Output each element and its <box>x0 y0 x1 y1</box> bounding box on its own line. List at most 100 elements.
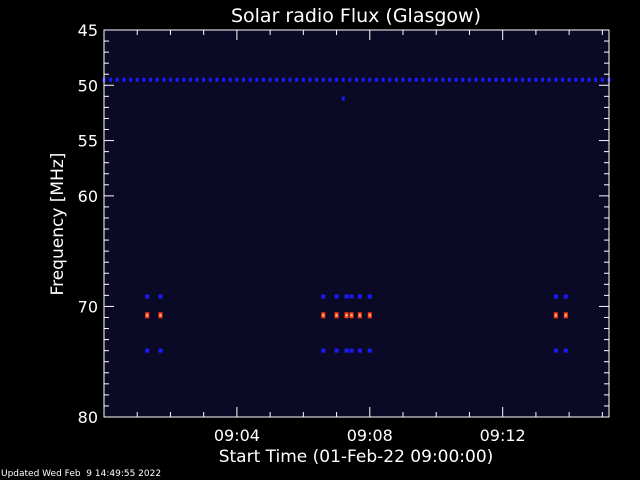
band-point <box>182 77 186 82</box>
band-point <box>534 77 538 82</box>
band-point <box>162 77 166 82</box>
band-point <box>600 77 604 82</box>
band-point <box>321 77 325 82</box>
band-point <box>454 77 458 82</box>
band-point <box>175 77 179 82</box>
burst-point-peak <box>358 314 361 317</box>
axis-ticks <box>104 29 609 418</box>
burst-point-peak <box>564 314 567 317</box>
band-point <box>494 77 498 82</box>
band-point <box>541 77 545 82</box>
band-point <box>408 77 412 82</box>
burst-point-peak <box>345 314 348 317</box>
band-point <box>461 77 465 82</box>
x-axis-label: Start Time (01-Feb-22 09:00:00) <box>219 447 494 467</box>
y-tick-label: 55 <box>78 132 98 151</box>
burst-point-low <box>349 294 354 299</box>
band-point <box>115 77 119 82</box>
y-axis-label: Frequency [MHz] <box>48 153 68 296</box>
band-point <box>142 77 146 82</box>
band-point <box>574 77 578 82</box>
y-tick-label: 70 <box>78 297 98 316</box>
band-point <box>281 77 285 82</box>
burst-point-low <box>158 348 163 353</box>
burst-point-low <box>349 348 354 353</box>
band-point <box>129 77 133 82</box>
band-point <box>208 77 212 82</box>
band-point <box>355 77 358 82</box>
band-point <box>554 77 558 82</box>
band-point <box>401 77 405 82</box>
updated-timestamp: Updated Wed Feb 9 14:49:55 2022 <box>1 469 162 479</box>
burst-point-low <box>321 348 326 353</box>
band-point <box>414 77 418 82</box>
band-point <box>501 77 505 82</box>
band-point <box>374 77 378 82</box>
band-point <box>248 77 252 82</box>
band-point <box>567 77 571 82</box>
band-point <box>109 77 113 82</box>
band-point <box>507 77 511 82</box>
burst-point-low <box>367 294 372 299</box>
burst-point-low <box>158 294 163 299</box>
burst-point-peak <box>322 314 325 317</box>
band-point <box>135 77 139 82</box>
burst-point-low <box>553 348 558 353</box>
chart-title: Solar radio Flux (Glasgow) <box>231 5 481 27</box>
band-point <box>428 77 432 82</box>
band-point <box>481 77 485 82</box>
band-point <box>328 77 332 82</box>
burst-point-low <box>553 294 558 299</box>
band-point <box>228 77 232 82</box>
burst-point-low <box>357 294 362 299</box>
band-point <box>242 77 246 82</box>
band-point <box>594 77 598 82</box>
band-point <box>527 77 531 82</box>
band-point <box>341 77 345 82</box>
band-point <box>521 77 525 82</box>
burst-point-peak <box>554 314 557 317</box>
burst-point-low <box>344 348 349 353</box>
y-tick-labels: 45 50 55 60 70 80 <box>78 21 98 427</box>
x-tick-label: 09:04 <box>214 426 260 445</box>
band-point <box>149 77 153 82</box>
y-tick-label: 60 <box>78 187 98 206</box>
x-tick-label: 09:12 <box>480 426 526 445</box>
band-point <box>261 77 265 82</box>
band-point <box>434 77 438 82</box>
burst-point-low <box>367 348 372 353</box>
isolated-point <box>341 96 345 101</box>
burst-point-peak <box>335 314 338 317</box>
band-point <box>195 77 199 82</box>
band-point <box>580 77 584 82</box>
band-point <box>288 77 292 82</box>
burst-point-low <box>563 348 568 353</box>
plot-frame <box>103 29 610 418</box>
band-point <box>255 77 259 82</box>
band-point <box>381 77 385 82</box>
y-tick-label: 80 <box>78 408 98 427</box>
band-point <box>168 77 172 82</box>
y-tick-label: 45 <box>78 21 98 40</box>
band-point <box>361 77 365 82</box>
x-tick-labels: 09:04 09:08 09:12 <box>214 426 526 445</box>
band-point <box>222 77 226 82</box>
band-point <box>394 77 398 82</box>
band-point <box>295 77 299 82</box>
burst-point-low <box>321 294 326 299</box>
band-point <box>308 77 312 82</box>
burst-point-low <box>334 348 339 353</box>
band-point <box>421 77 425 82</box>
burst-point-peak <box>159 314 162 317</box>
band-point <box>547 77 551 82</box>
band-point <box>368 77 372 82</box>
burst-markers <box>145 96 568 353</box>
band-point <box>487 77 491 82</box>
band-point <box>335 77 339 82</box>
plot-area <box>104 30 609 417</box>
x-tick-label: 09:08 <box>347 426 393 445</box>
band-point <box>202 77 206 82</box>
band-point <box>467 77 471 82</box>
band-point <box>474 77 478 82</box>
